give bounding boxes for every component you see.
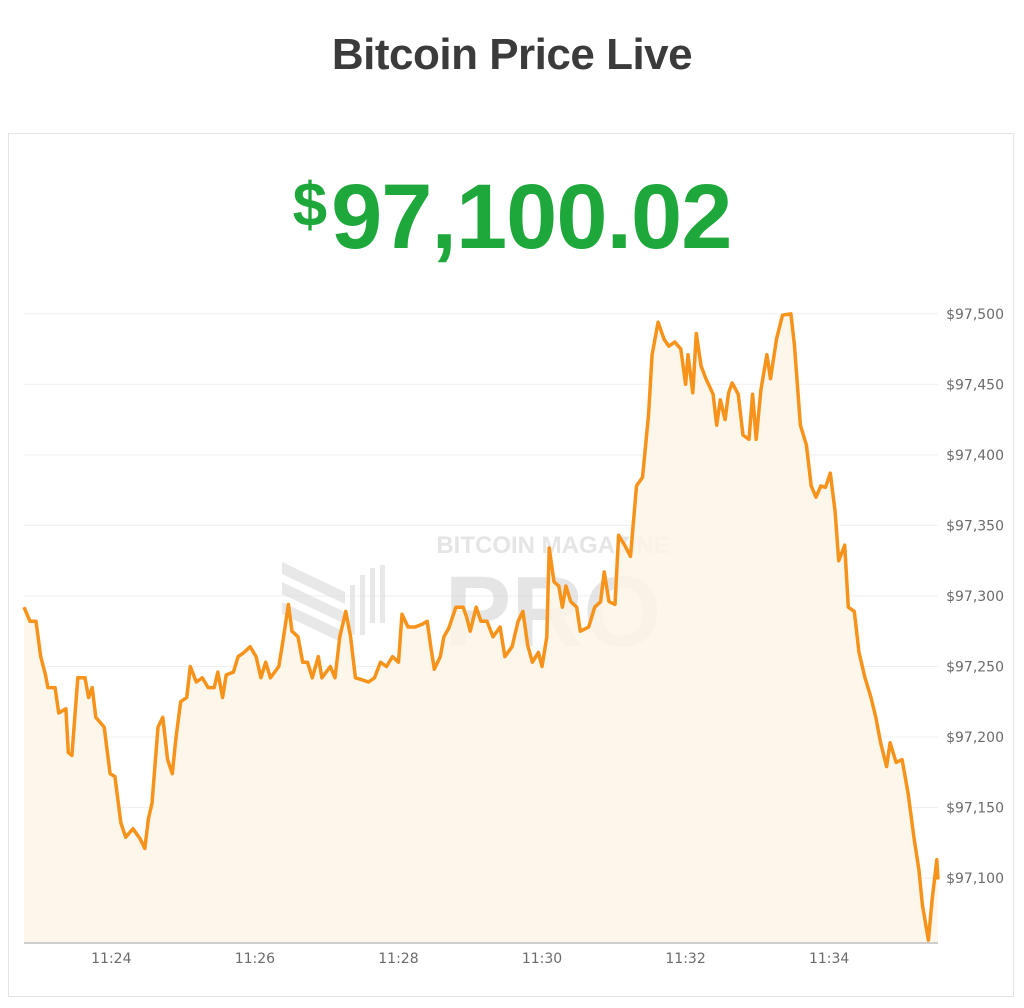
x-tick-label: 11:28 [378,951,418,967]
price-area-fill [24,313,938,943]
x-tick-label: 11:34 [809,951,849,967]
x-tick-label: 11:24 [91,951,131,967]
currency-symbol: $ [292,171,328,240]
y-tick-label: $97,150 [946,801,1004,817]
x-tick-label: 11:32 [665,951,705,967]
page-title: Bitcoin Price Live [331,30,693,79]
y-axis: $97,100 $97,150 $97,200 $97,250 $97,300 $97,3… [946,307,1004,887]
y-tick-label: $97,450 [946,377,1004,393]
y-tick-label: $97,400 [946,448,1004,464]
y-tick-label: $97,200 [946,730,1004,746]
x-tick-label: 11:30 [522,951,562,967]
price-line [22,312,940,942]
price-value: 97,100.02 [331,166,732,268]
y-tick-label: $97,100 [946,871,1004,887]
y-tick-label: $97,300 [946,589,1004,605]
chart-card [8,133,1014,997]
y-tick-label: $97,250 [946,659,1004,675]
y-tick-label: $97,500 [946,307,1004,323]
y-tick-label: $97,350 [946,518,1004,534]
x-axis: 11:24 11:26 11:28 11:30 11:32 11:34 [91,951,849,967]
x-tick-label: 11:26 [235,951,275,967]
current-price: $97,100.02 [0,165,1024,270]
